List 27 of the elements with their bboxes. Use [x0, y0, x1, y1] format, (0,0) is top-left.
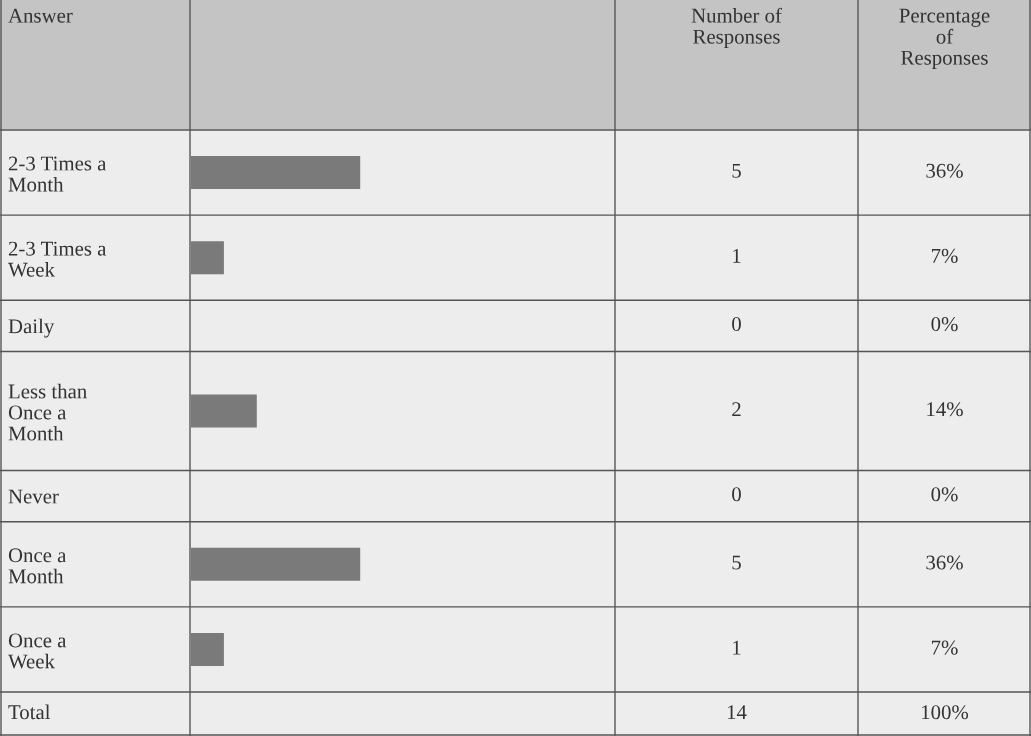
text: Answer [8, 8, 73, 23]
y-tick-label: 2-3 Times a Month [8, 156, 107, 192]
text: 100% [922, 705, 969, 720]
text: Percentage of Responses [899, 8, 990, 70]
text: 2 [732, 402, 741, 417]
data-label: 14% [927, 402, 963, 417]
text: 5 [732, 163, 741, 178]
data-label: 7% [931, 248, 958, 263]
y-tick-label: Daily [8, 318, 55, 338]
y-tick-label: 2-3 Times a Week [8, 241, 107, 277]
data-label: 0% [931, 317, 958, 332]
data-label: 7% [931, 640, 958, 655]
y-tick-label: Never [8, 489, 59, 504]
text: Total [8, 704, 51, 720]
y-tick-label: Once a Month [8, 548, 67, 584]
text: 0 [732, 487, 741, 502]
text: 5 [732, 555, 741, 570]
text: Number of Responses [691, 7, 782, 48]
text: 1 [733, 248, 741, 263]
y-tick-label: Once a Week [8, 633, 67, 669]
text: 1 [733, 640, 741, 655]
data-label: 36% [926, 163, 963, 178]
text: 0 [732, 317, 741, 332]
y-tick-label: Less than Once a Month [8, 383, 87, 441]
data-label: 0% [931, 487, 958, 502]
text: 14 [727, 705, 747, 720]
data-label: 36% [926, 555, 963, 570]
